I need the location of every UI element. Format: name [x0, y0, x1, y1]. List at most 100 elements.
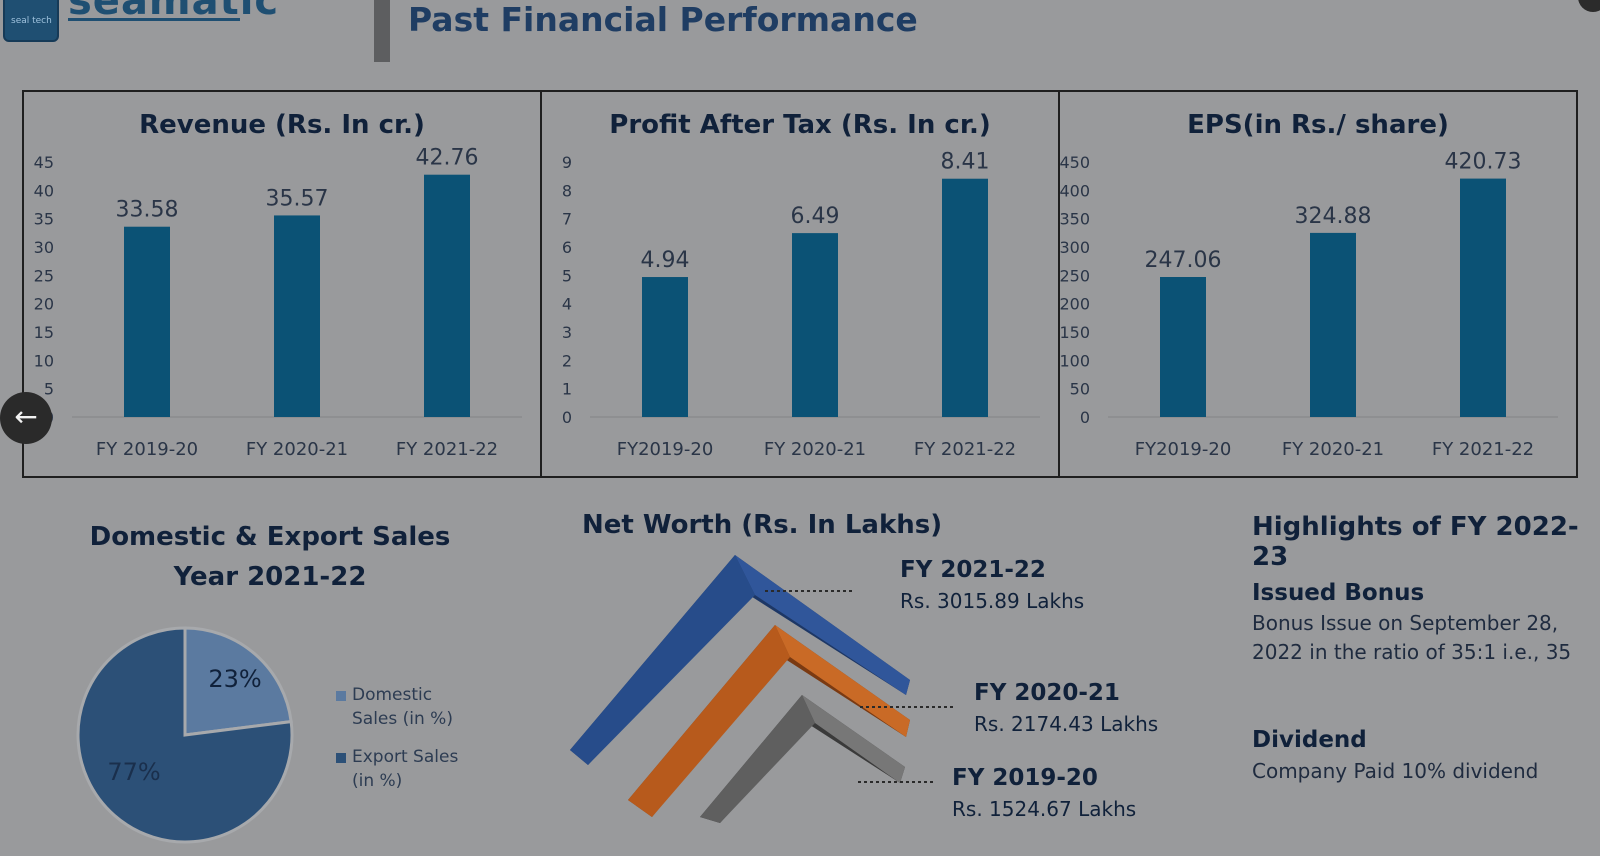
bar [124, 226, 170, 417]
y-tick-label: 3 [562, 323, 572, 342]
y-tick-label: 9 [562, 153, 572, 172]
sales-pie-chart: 23% 77% [76, 626, 294, 844]
bar [1310, 232, 1356, 417]
bar [792, 233, 838, 417]
x-tick-label: FY 2019-20 [96, 439, 198, 460]
pie-slice-label: 23% [208, 665, 261, 693]
back-button[interactable]: ← [0, 392, 52, 444]
arrow-left-icon: ← [14, 400, 38, 433]
net-worth-year: FY 2020-21 [974, 680, 1120, 706]
y-tick-label: 25 [34, 266, 54, 285]
x-tick-label: FY 2021-22 [396, 439, 498, 460]
dividend-text: Company Paid 10% dividend [1252, 759, 1539, 783]
legend-item-domestic: Domestic Sales (in %) [336, 683, 482, 731]
bar-value-label: 6.49 [791, 204, 840, 229]
highlights-title: Highlights of FY 2022-23 [1252, 512, 1579, 572]
bar [274, 215, 320, 417]
net-worth-year: FY 2019-20 [952, 765, 1098, 791]
y-tick-label: 250 [1060, 266, 1090, 285]
pyramid-orange-front [628, 625, 790, 817]
y-tick-label: 2 [562, 351, 572, 370]
pyramid-gray-side [802, 695, 905, 783]
pie-legend: Domestic Sales (in %) Export Sales (in %… [336, 683, 482, 807]
company-logo: seal tech [3, 0, 59, 42]
pat-chart: 0 1 2 3 4 5 6 7 8 9 4.94 FY2019-20 6.49 FY 2020-21 8.4… [562, 150, 1040, 460]
pyramid-orange-side [775, 625, 910, 737]
x-tick-label: FY 2020-21 [764, 439, 866, 460]
bar [424, 174, 470, 417]
x-tick-label: FY2019-20 [1135, 439, 1232, 460]
legend-swatch-domestic [336, 691, 346, 701]
y-tick-label: 7 [562, 210, 572, 229]
eps-chart-title: EPS(in Rs./ share) [1187, 110, 1449, 140]
y-tick-label: 200 [1060, 295, 1090, 314]
x-tick-label: FY 2021-22 [914, 439, 1016, 460]
bar-value-label: 247.06 [1145, 248, 1222, 273]
bonus-heading: Issued Bonus [1252, 580, 1425, 606]
y-tick-label: 1 [562, 380, 572, 399]
y-tick-label: 5 [44, 380, 54, 399]
pie-slice [76, 626, 294, 844]
bar [942, 178, 988, 417]
page-title: Past Financial Performance [408, 0, 918, 39]
y-tick-label: 10 [34, 351, 54, 370]
y-tick-label: 30 [34, 238, 54, 257]
title-accent-bar [374, 0, 390, 62]
pyramid-blue-front [570, 555, 755, 765]
bar-value-label: 420.73 [1445, 150, 1522, 175]
bar [1160, 276, 1206, 417]
net-worth-year: FY 2021-22 [900, 557, 1046, 583]
y-tick-label: 0 [1080, 408, 1090, 427]
revenue-chart-title: Revenue (Rs. In cr.) [139, 110, 425, 140]
y-tick-label: 300 [1060, 238, 1090, 257]
pat-chart-title: Profit After Tax (Rs. In cr.) [609, 110, 991, 140]
net-worth-pyramid [570, 555, 955, 823]
bar-value-label: 35.57 [266, 186, 329, 211]
net-worth-value: Rs. 3015.89 Lakhs [900, 589, 1085, 613]
pat-chart-panel: 0 1 2 3 4 5 6 7 8 9 4.94 FY2019-20 6.49 FY 2020-21 8.4… [540, 90, 1060, 478]
y-tick-label: 350 [1060, 210, 1090, 229]
legend-swatch-export [336, 753, 346, 763]
y-tick-label: 35 [34, 210, 54, 229]
bar-value-label: 4.94 [641, 248, 690, 273]
net-worth-value: Rs. 2174.43 Lakhs [974, 712, 1159, 736]
bonus-text: Bonus Issue on September 28, 2022 in the… [1252, 611, 1572, 664]
y-tick-label: 15 [34, 323, 54, 342]
bar-value-label: 8.41 [941, 150, 990, 175]
legend-label-export: Export Sales (in %) [352, 747, 459, 791]
close-icon[interactable] [1578, 0, 1600, 12]
y-tick-label: 40 [34, 181, 54, 200]
net-worth-title: Net Worth (Rs. In Lakhs) [582, 510, 943, 540]
x-tick-label: FY 2020-21 [1282, 439, 1384, 460]
bar [642, 277, 688, 417]
legend-item-export: Export Sales (in %) [336, 745, 482, 793]
y-tick-label: 0 [562, 408, 572, 427]
y-tick-label: 100 [1060, 351, 1090, 370]
y-tick-label: 5 [562, 266, 572, 285]
y-tick-label: 6 [562, 238, 572, 257]
eps-chart-panel: 0 50 100 150 200 250 300 350 400 450 247.06 FY2019-… [1058, 90, 1578, 478]
y-tick-label: 45 [34, 153, 54, 172]
net-worth-item-2019: FY 2019-20 Rs. 1524.67 Lakhs [952, 765, 1136, 821]
bar-value-label: 33.58 [116, 198, 179, 223]
legend-label-domestic: Domestic Sales (in %) [352, 685, 453, 729]
y-tick-label: 50 [1070, 380, 1090, 399]
y-tick-label: 450 [1060, 153, 1090, 172]
bar [1460, 178, 1506, 417]
x-tick-label: FY2019-20 [617, 439, 714, 460]
y-tick-label: 20 [34, 295, 54, 314]
x-tick-label: FY 2020-21 [246, 439, 348, 460]
net-worth-item-2021: FY 2021-22 Rs. 3015.89 Lakhs [900, 557, 1084, 613]
net-worth-value: Rs. 1524.67 Lakhs [952, 797, 1137, 821]
eps-chart: 0 50 100 150 200 250 300 350 400 450 247.06 FY2019-… [1060, 150, 1558, 460]
y-tick-label: 150 [1060, 323, 1090, 342]
x-tick-label: FY 2021-22 [1432, 439, 1534, 460]
pie-slice [183, 626, 293, 737]
y-tick-label: 4 [562, 295, 572, 314]
bar-value-label: 42.76 [416, 146, 479, 171]
pie-slice-label: 77% [107, 758, 160, 786]
bar-value-label: 324.88 [1295, 204, 1372, 229]
y-tick-label: 8 [562, 181, 572, 200]
